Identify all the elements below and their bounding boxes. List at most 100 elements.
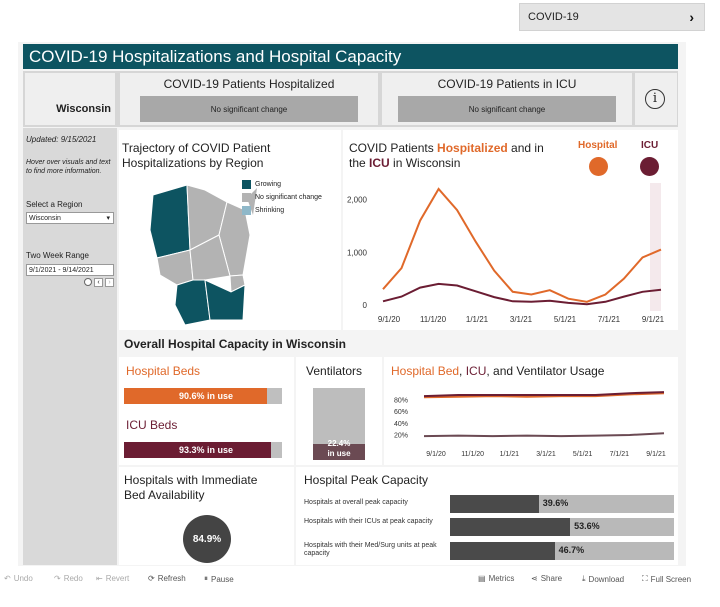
peak-row-label: Hospitals with their Med/Surg units at p… (304, 542, 437, 557)
peak-bar-track: 53.6% (450, 518, 674, 536)
hospital-beds-value: 90.6% in use (179, 391, 234, 401)
revert-icon: ⇤ (96, 574, 103, 583)
chevron-right-icon[interactable]: › (689, 9, 694, 25)
capacity-title: Overall Hospital Capacity in Wisconsin (124, 337, 346, 351)
usage-xtick-label: 3/1/21 (536, 451, 556, 458)
legend-swatch-growing (242, 180, 251, 189)
fullscreen-button[interactable]: ⛶ Full Screen (642, 574, 691, 584)
trend-title-icu: ICU (369, 156, 390, 170)
usage-title-sep: , (459, 364, 466, 378)
region-select[interactable]: Wisconsin ▾ (26, 212, 114, 224)
peak-bar-fill (450, 495, 539, 513)
ventilators-value: 22.4% in use (313, 439, 365, 459)
usage-series-ventilator[interactable] (423, 432, 665, 438)
ventilators-fill (313, 443, 365, 460)
redo-button[interactable]: ↷ Redo (54, 574, 83, 583)
undo-button[interactable]: ↶ Undo (4, 574, 33, 583)
legend-growing: Growing (242, 178, 322, 191)
peak-bar-value: 46.7% (558, 545, 585, 555)
legend-label-growing: Growing (255, 181, 282, 188)
wisconsin-region-map[interactable] (135, 180, 275, 325)
trend-highlight-band (650, 183, 661, 311)
updated-date: Updated: 9/15/2021 (26, 135, 97, 144)
trend-xtick-label: 7/1/21 (598, 315, 621, 324)
map-door-peninsula (247, 188, 257, 215)
trend-series-hospital[interactable] (382, 187, 662, 303)
trend-title-c: and in (507, 141, 544, 155)
usage-xtick-label: 5/1/21 (573, 451, 593, 458)
usage-title-hospital-bed: Hospital Bed (391, 364, 460, 378)
trend-xtick-label: 3/1/21 (510, 315, 533, 324)
legend-hospital-label: Hospital (578, 140, 618, 151)
metrics-button[interactable]: ▤ Metrics (478, 574, 514, 583)
trajectory-legend: Growing No significant change Shrinking (242, 178, 322, 217)
peak-row-medsurg[interactable]: Hospitals with their Med/Surg units at p… (304, 542, 674, 560)
legend-icu-label: ICU (641, 140, 659, 151)
hover-hint: Hover over visuals and text to find more… (26, 159, 111, 175)
usage-xtick-label: 11/1/20 (461, 451, 484, 458)
range-reset-icon[interactable] (84, 278, 92, 286)
redo-label: Redo (63, 574, 83, 583)
trend-series-icu[interactable] (382, 282, 662, 306)
usage-panel (384, 357, 678, 465)
ventilators-bar[interactable]: 22.4% in use (313, 388, 365, 460)
trend-title-hospitalized: Hospitalized (437, 141, 508, 155)
icu-status-value: No significant change (398, 96, 616, 122)
peak-row-label: Hospitals with their ICUs at peak capaci… (304, 518, 433, 525)
hospitalized-status-card[interactable]: COVID-19 Patients Hospitalized No signif… (120, 73, 378, 125)
legend-hospital-dot[interactable] (589, 157, 608, 176)
dropdown-arrow-icon: ▾ (106, 215, 110, 222)
usage-series-icu[interactable] (423, 391, 665, 398)
ventilators-value-line2: in use (327, 449, 351, 458)
legend-swatch-shrinking (242, 206, 251, 215)
trend-xtick-label: 9/1/21 (642, 315, 665, 324)
legend-label-shrinking: Shrinking (255, 207, 285, 214)
fullscreen-icon: ⛶ (642, 574, 648, 583)
sidebar (23, 128, 117, 565)
range-next-icon[interactable]: › (105, 278, 114, 287)
date-range-field[interactable]: 9/1/2021 - 9/14/2021 (26, 264, 114, 276)
ventilators-label: Ventilators (306, 364, 363, 378)
download-button[interactable]: ⤓ Download (582, 574, 624, 584)
info-icon[interactable]: i (645, 89, 665, 109)
trend-title-a: COVID Patients (349, 141, 438, 155)
peak-row-icu[interactable]: Hospitals with their ICUs at peak capaci… (304, 518, 674, 536)
region-select-label: Select a Region (26, 200, 83, 209)
usage-ytick-label: 20% (394, 432, 408, 439)
revert-button[interactable]: ⇤ Revert (96, 574, 129, 583)
icu-beds-bar[interactable]: 93.3% in use (124, 442, 282, 458)
legend-shrinking: Shrinking (242, 204, 322, 217)
refresh-button[interactable]: ⟳ Refresh (148, 574, 186, 583)
usage-ytick-label: 40% (394, 421, 408, 428)
refresh-icon: ⟳ (148, 574, 155, 583)
usage-ytick-label: 80% (394, 398, 408, 405)
trend-title-d: the (349, 156, 370, 170)
download-label: Download (588, 574, 625, 584)
hospital-beds-bar[interactable]: 90.6% in use (124, 388, 282, 404)
availability-value-circle[interactable]: 84.9% (183, 515, 231, 563)
usage-chart[interactable]: 80% 60% 40% 20% 9/1/20 11/1/20 1/1/21 3/1/21 5/… (384, 384, 678, 462)
hospitalized-status-title: COVID-19 Patients Hospitalized (163, 77, 335, 91)
pause-icon: ⏸ (204, 574, 208, 583)
peak-bar-value: 39.6% (542, 498, 569, 508)
usage-xtick-label: 9/1/20 (426, 451, 446, 458)
peak-bar-fill (450, 518, 571, 536)
icu-status-card[interactable]: COVID-19 Patients in ICU No significant … (382, 73, 632, 125)
icu-beds-label: ICU Beds (126, 418, 178, 432)
legend-icu-dot[interactable] (640, 157, 659, 176)
usage-series-hospital-bed[interactable] (423, 392, 665, 399)
share-button[interactable]: ⋖ Share (531, 574, 562, 583)
dashboard-selector[interactable]: COVID-19 › (519, 3, 705, 31)
trend-xtick-label: 1/1/21 (466, 315, 489, 324)
pause-button[interactable]: ⏸ Pause (204, 574, 234, 584)
trend-chart[interactable]: 2,000 1,000 0 9/1/20 11/1/20 1/1/21 3/1/21 5/1… (343, 183, 678, 328)
peak-row-overall[interactable]: Hospitals at overall peak capacity 39.6% (304, 495, 674, 513)
usage-xtick-label: 1/1/21 (500, 451, 520, 458)
trajectory-title-line2: Hospitalizations by Region (122, 156, 264, 170)
range-prev-icon[interactable]: ‹ (94, 278, 103, 287)
availability-title: Hospitals with Immediate Bed Availabilit… (124, 473, 257, 503)
region-select-value: Wisconsin (29, 214, 61, 222)
trend-xtick-label: 9/1/20 (378, 315, 401, 324)
bottom-toolbar: ↶ Undo ↷ Redo ⇤ Revert ⟳ Refresh ⏸ Pause ▤ Met… (0, 570, 720, 590)
refresh-label: Refresh (157, 574, 186, 583)
